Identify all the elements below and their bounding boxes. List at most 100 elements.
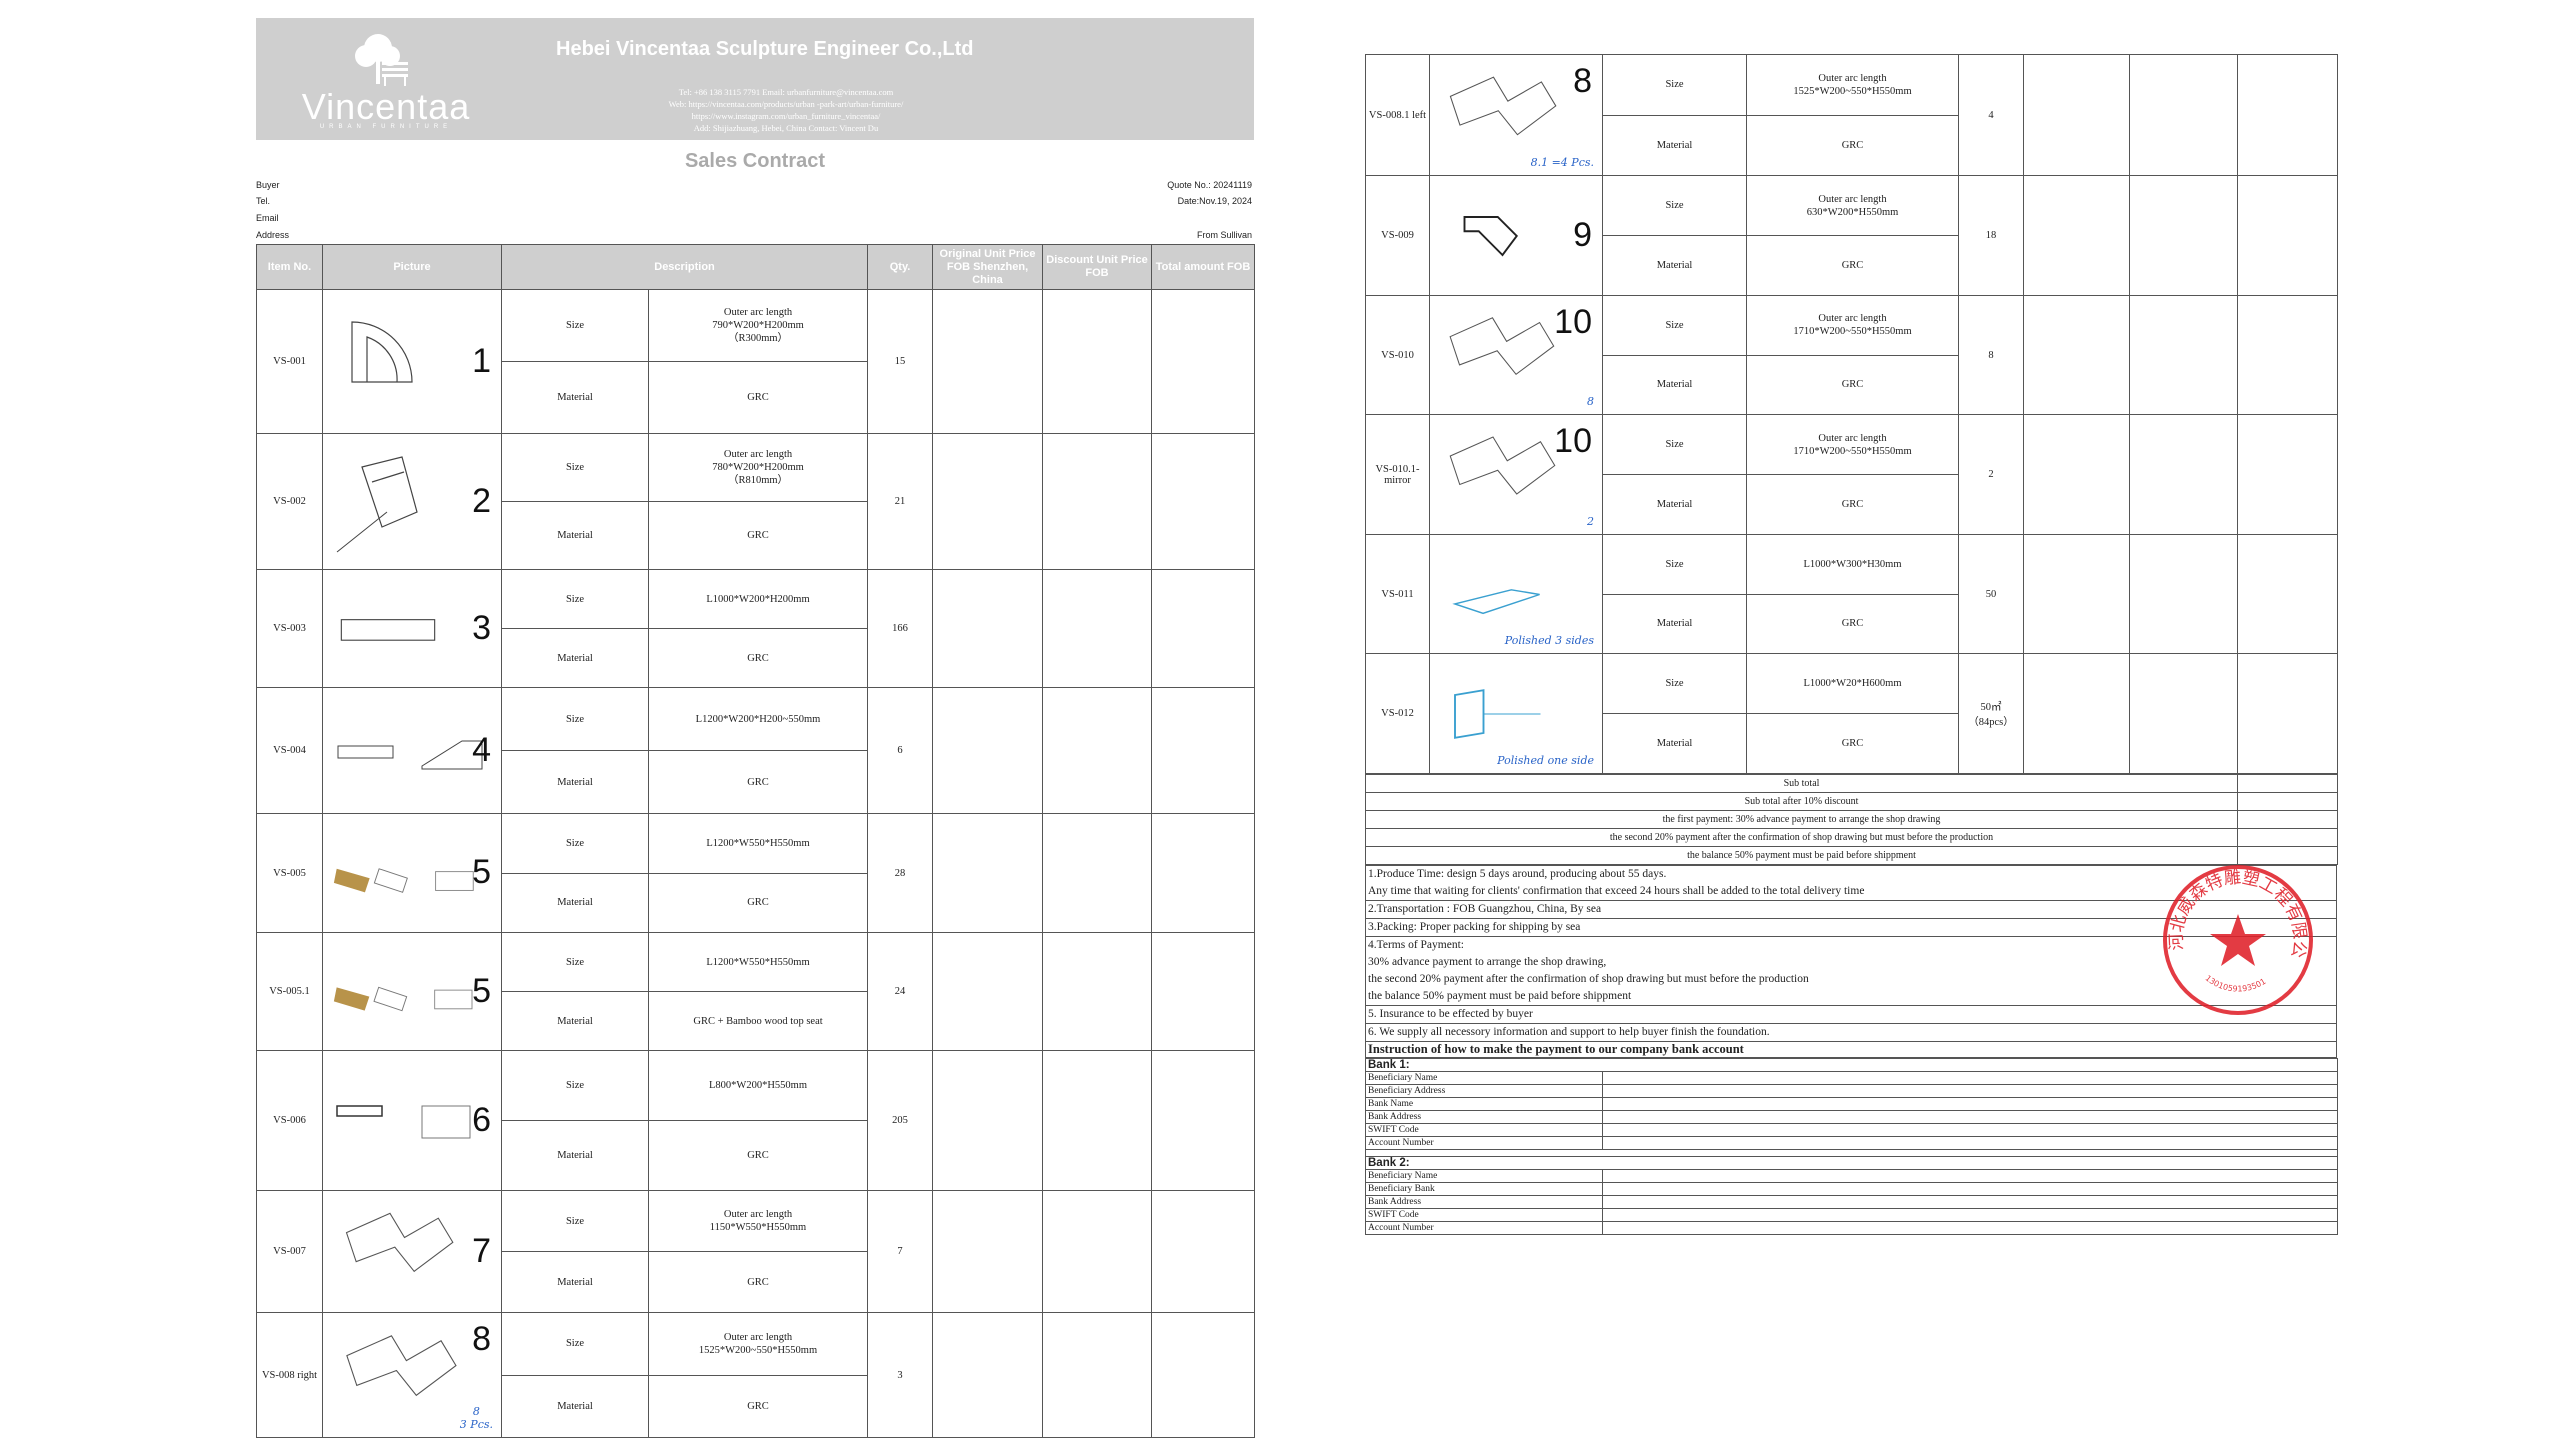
size-label: Size — [501, 289, 649, 362]
bank-field-label: Beneficiary Bank — [1365, 1182, 1603, 1196]
item-sketch: 10 8 — [1430, 299, 1602, 412]
size-value: L1200*W550*H550mm — [647, 932, 869, 992]
item-row: VS-010.1-mirror 10 2 Size Outer arc length 1… — [1365, 414, 2338, 535]
size-label: Size — [501, 1190, 649, 1252]
star-icon — [2210, 914, 2266, 966]
item-row: VS-009 9 Size Outer arc length 630*W200*H55… — [1365, 175, 2338, 296]
size-label: Size — [501, 1312, 649, 1376]
total-amount — [1151, 687, 1256, 814]
drawing-icon — [1463, 215, 1519, 256]
email-label: Email — [256, 213, 279, 223]
col-discount-price: Discount Unit Price FOB — [1042, 244, 1153, 290]
original-unit-price — [2023, 414, 2130, 535]
size-label: Size — [1602, 534, 1747, 595]
instruction-row: Instruction of how to make the payment t… — [1365, 1041, 2337, 1058]
discount-unit-price — [1042, 289, 1153, 434]
bank-field-label: Account Number — [1365, 1136, 1603, 1150]
item-row: VS-012 Polished one side Size L1000*W20*H60… — [1365, 653, 2338, 774]
handwritten-note: 2 — [1587, 514, 1594, 528]
material-label: Material — [501, 1374, 649, 1438]
total-amount — [2237, 54, 2338, 176]
item-row: VS-002 2 Size Outer arc length 780*W200*H20… — [256, 433, 1256, 570]
item-sketch: 8 8 3 Pcs. — [323, 1316, 501, 1435]
drawing-icon — [333, 986, 473, 1011]
item-picture: 6 — [322, 1050, 502, 1191]
item-qty: 4 — [1958, 54, 2024, 176]
total-amount — [2237, 175, 2338, 296]
item-number: VS-010 — [1365, 295, 1430, 415]
bank-table: Bank 1: Beneficiary Name Beneficiary Addre… — [1364, 1058, 2339, 1235]
item-picture: 4 — [322, 687, 502, 814]
drawing-icon — [1449, 75, 1557, 135]
total-amount — [1151, 433, 1256, 570]
item-row-material: Material GRC — [1366, 713, 2338, 774]
item-row-material: Material GRC — [257, 872, 1255, 933]
material-label: Material — [1602, 474, 1747, 535]
company-banner: Vincentaa URBAN FURNITURE Hebei Vincenta… — [256, 18, 1254, 140]
item-number: VS-001 — [256, 289, 323, 434]
item-number: VS-011 — [1365, 534, 1430, 654]
bank-spacer — [1364, 1149, 2339, 1157]
discount-unit-price — [1042, 569, 1153, 688]
original-unit-price — [932, 1312, 1044, 1438]
size-value: Outer arc length 1710*W200~550*H550mm — [1746, 295, 1959, 356]
discount-unit-price — [1042, 1312, 1153, 1438]
item-row: VS-008.1 left 8 8.1 =4 Pcs. Size Outer arc l… — [1365, 54, 2338, 176]
item-row: VS-005.1 5 Size L1200*W550*H550mm 24 — [256, 932, 1256, 1051]
original-unit-price — [2023, 295, 2130, 415]
item-qty: 50 — [1958, 534, 2024, 654]
item-qty: 24 — [867, 932, 934, 1051]
summary-label: the second 20% payment after the confirm… — [1365, 828, 2238, 847]
material-value: GRC — [1746, 354, 1959, 415]
bank-field-label: Bank Address — [1365, 1195, 1603, 1209]
drawing-icon — [1449, 316, 1555, 375]
material-label: Material — [501, 1120, 649, 1191]
item-row-material: Material GRC — [1366, 354, 2338, 415]
sketch-number: 2 — [472, 481, 491, 520]
term-row: 6. We supply all necessory information a… — [1365, 1023, 2337, 1042]
drawing-icon — [333, 867, 474, 893]
item-row-material: Material GRC — [1366, 593, 2338, 654]
item-number: VS-012 — [1365, 653, 1430, 774]
material-value: GRC — [647, 361, 869, 434]
item-picture: 10 2 — [1429, 414, 1603, 535]
bank-field-label: Bank Name — [1365, 1097, 1603, 1111]
bank-field-row: Beneficiary Name — [1365, 1071, 2339, 1085]
material-value: GRC — [1746, 593, 1959, 654]
col-item-no: Item No. — [256, 244, 323, 290]
summary-label: Sub total after 10% discount — [1365, 792, 2238, 811]
item-row-material: Material GRC — [1366, 235, 2338, 296]
material-label: Material — [501, 750, 649, 814]
material-value: GRC — [1746, 114, 1959, 176]
original-unit-price — [932, 813, 1044, 933]
term-row: 1.Produce Time: design 5 days around, pr… — [1365, 865, 2337, 901]
item-picture: 8 8.1 =4 Pcs. — [1429, 54, 1603, 176]
bank-field-row: Bank Address — [1365, 1195, 2339, 1209]
item-row: VS-004 4 Size L1200*W200*H200~550mm 6 — [256, 687, 1256, 814]
drawing-icon — [345, 1212, 454, 1272]
term-row: 4.Terms of Payment: 30% advance payment … — [1365, 936, 2337, 1006]
original-unit-price — [932, 1050, 1044, 1191]
item-picture: 10 8 — [1429, 295, 1603, 415]
contract-meta: Buyer Tel. Email Address Quote No.: 2024… — [256, 180, 1254, 244]
material-value: GRC — [1746, 474, 1959, 535]
summary-value — [2237, 792, 2338, 811]
summary-value — [2237, 828, 2338, 847]
item-number: VS-008 right — [256, 1312, 323, 1438]
discount-unit-price — [1042, 433, 1153, 570]
material-label: Material — [1602, 713, 1747, 774]
total-amount — [1151, 1312, 1256, 1438]
material-label: Material — [501, 628, 649, 688]
bank-field-value — [1601, 1208, 2339, 1222]
item-qty: 7 — [867, 1190, 934, 1313]
drawing-icon — [1449, 435, 1556, 495]
size-label: Size — [501, 932, 649, 992]
item-number: VS-004 — [256, 687, 323, 814]
bank-field-row: Beneficiary Bank — [1365, 1182, 2339, 1196]
material-label: Material — [1602, 235, 1747, 296]
item-row: VS-008 right 8 8 3 Pcs. Size Outer arc lengt… — [256, 1312, 1256, 1438]
address-label: Address — [256, 230, 290, 240]
size-value: L800*W200*H550mm — [647, 1050, 869, 1121]
handwritten-note: 8.1 =4 Pcs. — [1530, 155, 1594, 169]
item-row: VS-011 Polished 3 sides Size L1000*W300*H30… — [1365, 534, 2338, 654]
